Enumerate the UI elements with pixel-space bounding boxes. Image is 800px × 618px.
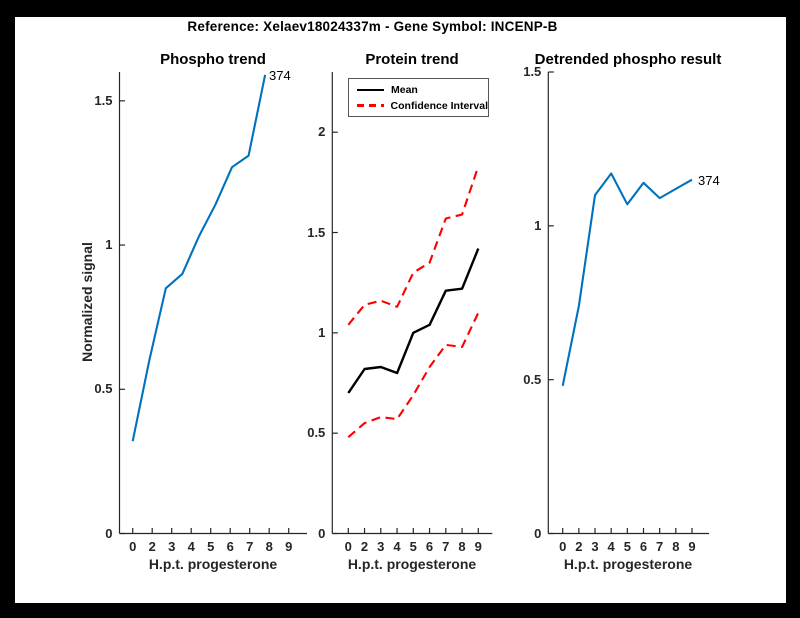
y-tick-label: 1.5 [94,92,113,108]
x-tick-label: 2 [360,539,369,554]
figure-title: Reference: Xelaev18024337m - Gene Symbol… [187,19,558,34]
x-tick-label: 9 [688,539,696,554]
series-end-label-phospho: 374 [269,68,291,83]
x-tick-label: 2 [148,539,156,554]
x-axis-label-1: H.p.t. progesterone [148,556,278,572]
x-tick-label: 5 [623,539,631,554]
x-tick-label: 8 [672,539,680,554]
ci-line-sample-icon [357,104,384,107]
y-tick-label: 1 [105,237,113,253]
x-axis-label-2: H.p.t. progesterone [347,556,477,572]
legend-entry-ci: Confidence Interval [357,100,488,112]
x-tick-label: 6 [639,539,648,554]
x-tick-label: 9 [474,539,482,554]
x-tick-label: 4 [187,539,195,554]
x-tick-label: 7 [246,539,254,554]
protein-trend-title: Protein trend [365,51,459,68]
y-tick-label: 0.5 [94,381,113,397]
y-tick-label: 0.5 [307,425,326,441]
x-tick-label: 3 [377,539,385,554]
x-tick-label: 5 [207,539,215,554]
legend-entry-mean: Mean [357,84,488,96]
y-tick-label: 2 [318,124,326,140]
x-tick-label: 9 [285,539,293,554]
x-tick-label: 6 [425,539,434,554]
detrended-result-title: Detrended phospho result [534,51,722,68]
y-tick-label: 0 [318,525,326,541]
x-tick-label: 4 [393,539,401,554]
legend-label-ci: Confidence Interval [390,99,488,112]
mean-line-sample-icon [357,88,384,91]
legend: Mean Confidence Interval [348,78,489,117]
y-tick-label: 1.5 [523,64,542,79]
x-tick-label: 0 [129,539,137,554]
x-tick-label: 7 [656,539,664,554]
y-tick-label: 1 [318,324,326,340]
phospho-trend-title: Phospho trend [160,51,266,68]
x-tick-label: 7 [442,539,450,554]
x-tick-label: 5 [409,539,417,554]
x-tick-label: 0 [559,539,567,554]
y-tick-label: 0 [105,525,113,541]
x-tick-label: 2 [575,539,583,554]
x-tick-label: 0 [344,539,352,554]
x-tick-label: 8 [265,539,273,554]
series-end-label-detrended: 374 [698,173,720,188]
x-tick-label: 6 [226,539,234,554]
x-tick-label: 3 [591,539,599,554]
x-tick-label: 8 [458,539,466,554]
x-tick-label: 3 [168,539,176,554]
legend-label-mean: Mean [391,83,418,96]
x-axis-label-3: H.p.t. progesterone [563,556,693,572]
y-tick-label: 0.5 [523,371,542,387]
y-axis-label: Normalized signal [79,242,95,362]
y-tick-label: 1.5 [307,224,326,240]
y-tick-label: 0 [534,525,542,541]
y-tick-label: 1 [534,217,542,233]
x-tick-label: 4 [607,539,615,554]
